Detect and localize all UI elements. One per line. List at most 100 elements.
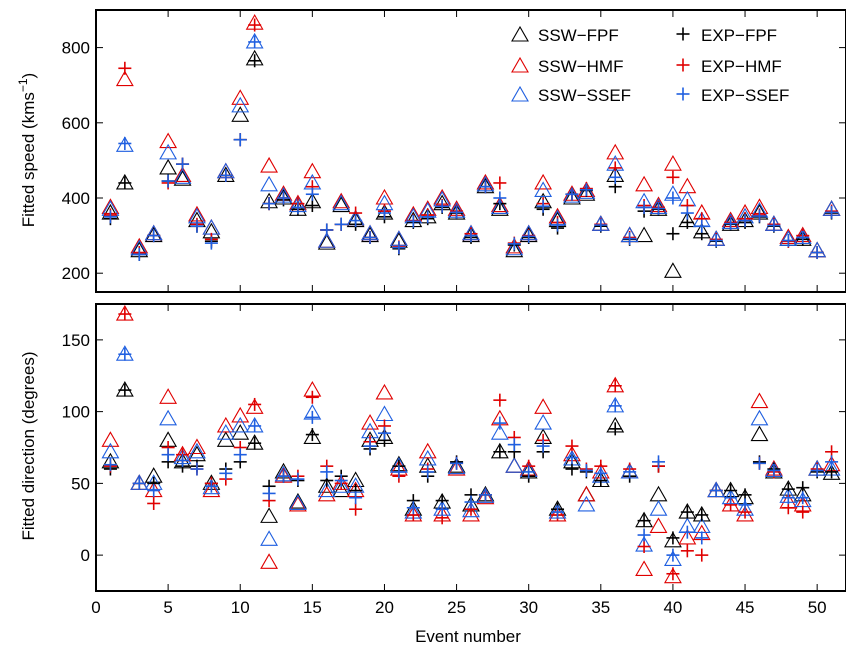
direction-triangle-point	[678, 528, 697, 545]
direction-plus-point	[305, 390, 319, 404]
direction-triangle-point	[303, 428, 322, 445]
direction-plus-point	[248, 397, 262, 411]
direction-plus-point	[363, 439, 377, 453]
speed-plus-point	[709, 233, 723, 247]
direction-plus-point	[305, 428, 319, 442]
x-tick-label: 45	[736, 598, 755, 617]
speed-triangle-point	[375, 188, 394, 205]
speed-plus-point	[623, 232, 637, 246]
direction-series-ssw-hmf	[101, 304, 841, 584]
speed-plus-point	[103, 210, 117, 224]
direction-triangle-point	[375, 383, 394, 400]
x-tick-label: 30	[519, 598, 538, 617]
speed-plus-point	[608, 170, 622, 184]
speed-plus-point	[233, 133, 247, 147]
direction-series-exp-hmf	[103, 307, 839, 581]
legend-triangle-marker	[511, 56, 529, 73]
speed-triangle-point	[606, 143, 625, 160]
speed-plus-point	[666, 191, 680, 205]
direction-triangle-point	[317, 485, 336, 502]
direction-plus-point	[406, 501, 420, 515]
direction-plus-point	[767, 463, 781, 477]
speed-triangle-point	[505, 237, 524, 254]
x-axis-label: Event number	[415, 627, 521, 646]
direction-triangle-point	[490, 424, 509, 440]
direction-plus-point	[176, 453, 190, 467]
direction-triangle-point	[159, 388, 178, 404]
direction-triangle-point	[216, 416, 235, 433]
direction-triangle-point	[635, 560, 654, 577]
speed-triangle-point	[577, 185, 596, 201]
direction-triangle-point	[534, 398, 553, 414]
speed-plus-point	[666, 227, 680, 241]
speed-plus-point	[478, 180, 492, 194]
direction-series-exp-ssef	[103, 347, 839, 562]
x-tick-label: 0	[91, 598, 100, 617]
speed-plus-point	[796, 230, 810, 244]
direction-triangle-point	[476, 488, 495, 505]
direction-plus-point	[637, 540, 651, 554]
direction-plus-point	[666, 531, 680, 545]
direction-plus-point	[724, 491, 738, 505]
direction-plus-point	[608, 399, 622, 413]
direction-plus-point	[680, 544, 694, 558]
x-tick-label: 40	[663, 598, 682, 617]
speed-triangle-point	[678, 177, 697, 194]
speed-triangle-point	[635, 175, 654, 192]
direction-plus-point	[825, 455, 839, 469]
speed-plus-point	[176, 157, 190, 171]
speed-plus-point	[435, 199, 449, 213]
direction-plus-point	[118, 383, 132, 397]
speed-triangle-point	[231, 106, 250, 122]
direction-plus-point	[320, 465, 334, 479]
speed-plus-point	[161, 174, 175, 188]
legend-label: SSW−SSEF	[538, 86, 631, 105]
direction-plus-point	[464, 495, 478, 509]
speed-plus-point	[248, 18, 262, 32]
speed-plus-point	[118, 176, 132, 190]
direction-plus-point	[219, 466, 233, 480]
direction-y-tick-label: 100	[62, 403, 90, 422]
direction-plus-point	[103, 458, 117, 472]
direction-triangle-point	[750, 392, 769, 409]
speed-plus-point	[132, 247, 146, 261]
direction-plus-point	[277, 469, 290, 483]
speed-plus-point	[666, 170, 680, 184]
speed-plus-point	[147, 229, 161, 243]
speed-plus-point	[594, 218, 608, 232]
direction-triangle-point	[332, 477, 351, 493]
speed-triangle-point	[332, 192, 351, 209]
speed-plus-point	[349, 214, 363, 228]
direction-triangle-point	[202, 481, 221, 498]
speed-triangle-point	[635, 226, 654, 243]
speed-triangle-point	[115, 136, 134, 152]
speed-triangle-point	[563, 188, 581, 205]
speed-triangle-point	[231, 89, 250, 105]
speed-triangle-point	[534, 173, 553, 190]
direction-triangle-point	[375, 405, 394, 422]
direction-triangle-point	[577, 495, 596, 512]
direction-plus-point	[349, 491, 363, 505]
speed-triangle-point	[159, 158, 178, 175]
speed-plus-point	[392, 241, 406, 255]
speed-plus-point	[291, 200, 305, 214]
speed-plus-point	[493, 176, 507, 190]
direction-plus-point	[652, 455, 665, 469]
direction-panel: 0 5 10 15 20 25 30 35 40 45 50 0 50 100 150	[62, 303, 846, 617]
speed-triangle-point	[505, 239, 524, 256]
speed-plus-point	[248, 35, 262, 49]
direction-triangle-point	[101, 442, 120, 459]
speed-triangle-point	[317, 232, 336, 248]
x-tick-label: 25	[447, 598, 466, 617]
legend-label: SSW−FPF	[538, 26, 619, 45]
speed-y-tick-label: 800	[62, 39, 90, 58]
direction-y-tick-label: 0	[81, 546, 90, 565]
speed-y-axis-label: Fitted speed (kms−1)	[16, 73, 38, 227]
direction-plus-point	[695, 548, 709, 562]
direction-plus-point	[349, 502, 363, 516]
direction-plus-point	[478, 488, 492, 502]
legend-label: EXP−SSEF	[701, 86, 789, 105]
direction-plus-point	[565, 462, 579, 476]
speed-triangle-point	[490, 198, 509, 214]
speed-plus-point	[810, 246, 824, 260]
